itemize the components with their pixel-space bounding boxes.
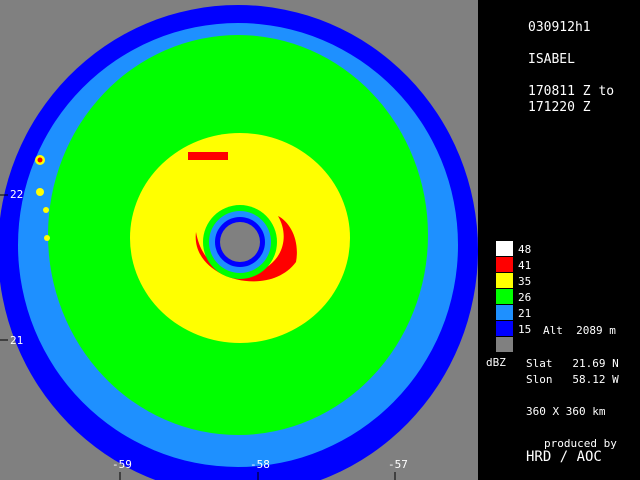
storm-longitude: Slon 58.12 W	[526, 373, 619, 386]
band-41-dbz	[195, 216, 297, 282]
produced-by: produced by	[544, 437, 617, 450]
legend-swatch	[496, 337, 513, 352]
time-to: 171220 Z	[528, 100, 591, 115]
legend-label: 41	[518, 259, 532, 272]
legend-label: 15	[518, 323, 532, 336]
time-from: 170811 Z to	[528, 84, 615, 99]
legend-label: 26	[518, 291, 532, 304]
legend-label: 21	[518, 307, 532, 320]
legend-label: 35	[518, 275, 532, 288]
legend-swatch	[496, 241, 513, 256]
x-tick-label: -59	[112, 458, 132, 471]
legend-swatch	[496, 273, 513, 288]
y-tick-label: 22	[10, 188, 24, 201]
axis-ticks	[0, 194, 396, 480]
eye-center	[220, 222, 260, 262]
storm-name: ISABEL	[528, 52, 575, 67]
radar-image	[0, 0, 478, 480]
organization: HRD / AOC	[526, 449, 602, 465]
x-tick-label: -57	[388, 458, 408, 471]
legend-label: 48	[518, 243, 532, 256]
legend-unit: dBZ	[486, 356, 506, 369]
y-tick-label: 21	[10, 334, 24, 347]
altitude: Alt 2089 m	[543, 324, 616, 337]
legend-swatch	[496, 305, 513, 320]
cell-red	[188, 152, 228, 160]
x-tick-label: -58	[250, 458, 270, 471]
legend-swatch	[496, 289, 513, 304]
storm-latitude: Slat 21.69 N	[526, 357, 619, 370]
legend-swatch	[496, 321, 513, 336]
legend-swatch	[496, 257, 513, 272]
domain-size: 360 X 360 km	[526, 405, 606, 418]
product-code: 030912h1	[528, 20, 591, 35]
